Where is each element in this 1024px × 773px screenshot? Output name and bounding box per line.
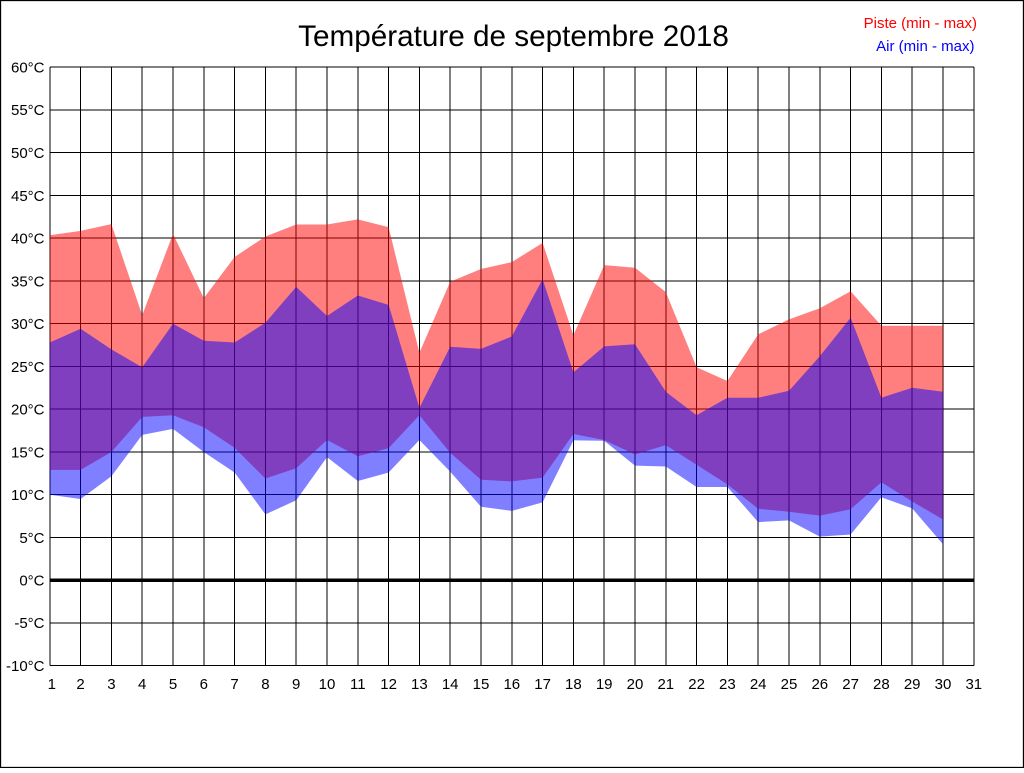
svg-text:40°C: 40°C bbox=[11, 231, 45, 248]
svg-text:2: 2 bbox=[76, 676, 84, 693]
svg-text:14: 14 bbox=[442, 676, 459, 693]
svg-text:21: 21 bbox=[657, 676, 674, 693]
svg-text:28: 28 bbox=[873, 676, 890, 693]
svg-text:15: 15 bbox=[473, 676, 490, 693]
svg-text:45°C: 45°C bbox=[11, 188, 45, 205]
svg-text:10°C: 10°C bbox=[11, 487, 45, 504]
svg-text:19: 19 bbox=[596, 676, 613, 693]
svg-text:Air (min - max): Air (min - max) bbox=[876, 38, 974, 55]
svg-text:55°C: 55°C bbox=[11, 102, 45, 119]
svg-text:24: 24 bbox=[750, 676, 767, 693]
svg-text:22: 22 bbox=[688, 676, 705, 693]
svg-text:26: 26 bbox=[811, 676, 828, 693]
svg-text:20°C: 20°C bbox=[11, 402, 45, 419]
svg-text:18: 18 bbox=[565, 676, 582, 693]
svg-text:20: 20 bbox=[627, 676, 644, 693]
svg-text:3: 3 bbox=[107, 676, 115, 693]
svg-text:5°C: 5°C bbox=[19, 530, 44, 547]
svg-text:12: 12 bbox=[380, 676, 397, 693]
svg-text:8: 8 bbox=[261, 676, 269, 693]
svg-text:29: 29 bbox=[904, 676, 921, 693]
svg-text:5: 5 bbox=[169, 676, 177, 693]
svg-text:-10°C: -10°C bbox=[6, 658, 45, 675]
svg-text:Piste (min - max): Piste (min - max) bbox=[864, 15, 977, 32]
svg-text:60°C: 60°C bbox=[11, 60, 45, 77]
svg-text:Température de septembre 2018: Température de septembre 2018 bbox=[298, 20, 729, 53]
svg-text:9: 9 bbox=[292, 676, 300, 693]
svg-text:10: 10 bbox=[319, 676, 336, 693]
svg-text:30°C: 30°C bbox=[11, 316, 45, 333]
svg-text:0°C: 0°C bbox=[19, 573, 44, 590]
svg-text:17: 17 bbox=[534, 676, 551, 693]
svg-text:4: 4 bbox=[138, 676, 146, 693]
svg-text:31: 31 bbox=[965, 676, 982, 693]
svg-text:11: 11 bbox=[350, 676, 366, 693]
svg-text:15°C: 15°C bbox=[11, 444, 45, 461]
svg-text:13: 13 bbox=[411, 676, 428, 693]
svg-text:30: 30 bbox=[935, 676, 952, 693]
svg-text:27: 27 bbox=[842, 676, 859, 693]
svg-text:1: 1 bbox=[48, 676, 56, 693]
svg-text:-5°C: -5°C bbox=[14, 615, 44, 632]
svg-text:23: 23 bbox=[719, 676, 736, 693]
svg-text:35°C: 35°C bbox=[11, 273, 45, 290]
svg-text:50°C: 50°C bbox=[11, 145, 45, 162]
svg-text:6: 6 bbox=[200, 676, 208, 693]
svg-text:25: 25 bbox=[781, 676, 798, 693]
svg-text:16: 16 bbox=[503, 676, 520, 693]
svg-text:25°C: 25°C bbox=[11, 359, 45, 376]
svg-text:7: 7 bbox=[230, 676, 238, 693]
